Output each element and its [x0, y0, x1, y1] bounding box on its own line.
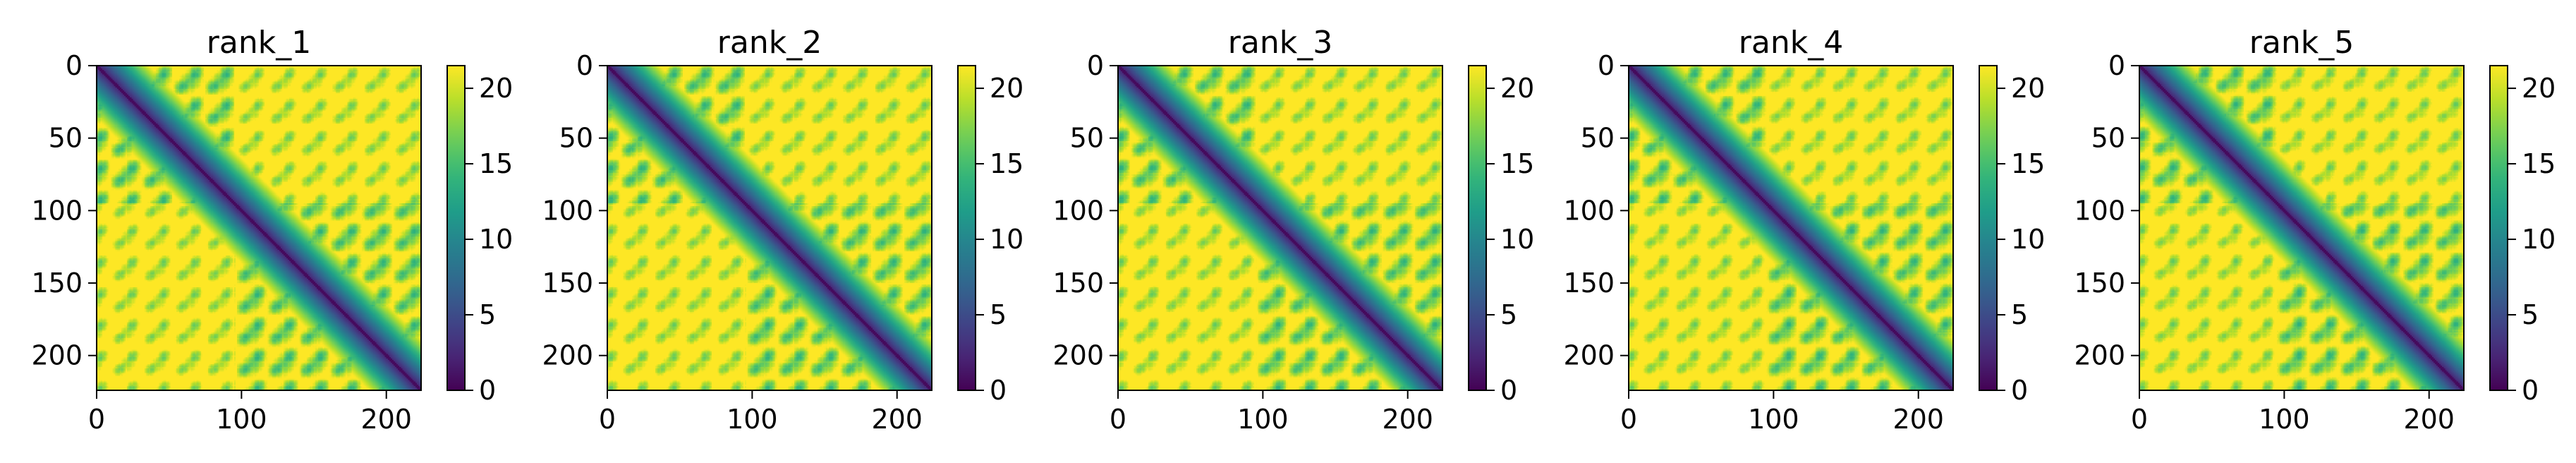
colorbar: [957, 65, 976, 391]
x-tick-label: 0: [88, 404, 105, 435]
colorbar: [1468, 65, 1487, 391]
colorbar-tick-label: 10: [990, 224, 1023, 255]
panel-rank_2: rank_2 0 50 100 150 200 0 100 200 0 5 10 15 20: [542, 25, 1023, 435]
colorbar-tick-label: 5: [2011, 299, 2028, 330]
panel-title: rank_4: [1739, 25, 1843, 61]
y-tick-label: 100: [1563, 195, 1615, 226]
colorbar-tick-label: 20: [990, 73, 1023, 104]
y-tick-label: 100: [542, 195, 593, 226]
colorbar-tick-label: 5: [2522, 299, 2539, 330]
y-tick-label: 200: [2074, 340, 2125, 371]
axes-frame: [2139, 65, 2465, 391]
y-tick-label: 0: [1598, 50, 1615, 81]
colorbar-tick-label: 10: [2011, 224, 2045, 255]
heatmap-image: [97, 66, 421, 390]
colorbar: [1979, 65, 1998, 391]
heatmap-image: [1629, 66, 1953, 390]
colorbar-tick-label: 0: [2522, 375, 2539, 406]
heatmap-image: [1118, 66, 1442, 390]
colorbar: [2489, 65, 2508, 391]
y-tick-label: 200: [1052, 340, 1104, 371]
x-tick-label: 0: [599, 404, 616, 435]
x-tick-label: 200: [1892, 404, 1944, 435]
colorbar-tick-label: 0: [479, 375, 496, 406]
x-tick-label: 0: [1620, 404, 1637, 435]
y-tick-label: 200: [31, 340, 83, 371]
colorbar-tick-label: 15: [1500, 148, 1534, 179]
x-tick-label: 100: [2259, 404, 2310, 435]
panel-rank_4: rank_4 0 50 100 150 200 0 100 200 0 5 10 15 20: [1563, 25, 2045, 435]
x-tick-label: 200: [2403, 404, 2455, 435]
axes-frame: [1117, 65, 1443, 391]
panel-title: rank_5: [2249, 25, 2354, 61]
colorbar-tick-label: 20: [479, 73, 513, 104]
y-tick-label: 0: [66, 50, 83, 81]
panel-title: rank_3: [1228, 25, 1332, 61]
y-tick-label: 100: [2074, 195, 2125, 226]
y-tick-label: 150: [2074, 267, 2125, 299]
y-tick-label: 200: [1563, 340, 1615, 371]
y-tick-label: 100: [1052, 195, 1104, 226]
y-tick-label: 150: [1052, 267, 1104, 299]
panel-title: rank_2: [717, 25, 822, 61]
y-tick-label: 150: [31, 267, 83, 299]
colorbar-tick-label: 15: [2011, 148, 2045, 179]
y-tick-label: 200: [542, 340, 593, 371]
colorbar-tick-label: 20: [2011, 73, 2045, 104]
panel-rank_5: rank_5 0 50 100 150 200 0 100 200 0 5 10 15 20: [2074, 25, 2556, 435]
heatmap-image: [607, 66, 932, 390]
colorbar-tick-label: 10: [2522, 224, 2556, 255]
colorbar-tick-label: 5: [1500, 299, 1517, 330]
colorbar-tick-label: 0: [1500, 375, 1517, 406]
x-tick-label: 100: [1237, 404, 1289, 435]
x-tick-label: 100: [1748, 404, 1799, 435]
y-tick-label: 50: [1070, 123, 1104, 154]
y-tick-label: 50: [1581, 123, 1615, 154]
panel-rank_3: rank_3 0 50 100 150 200 0 100 200 0 5 10 15 20: [1052, 25, 1534, 435]
x-tick-label: 0: [1110, 404, 1126, 435]
colorbar-tick-label: 15: [479, 148, 513, 179]
axes-frame: [96, 65, 422, 391]
y-tick-label: 0: [1087, 50, 1104, 81]
x-tick-label: 0: [2131, 404, 2148, 435]
y-tick-label: 50: [2091, 123, 2125, 154]
y-tick-label: 0: [2108, 50, 2125, 81]
colorbar-tick-label: 20: [2522, 73, 2556, 104]
x-tick-label: 100: [216, 404, 267, 435]
axes-frame: [607, 65, 932, 391]
colorbar: [446, 65, 466, 391]
y-tick-label: 0: [576, 50, 593, 81]
colorbar-tick-label: 10: [1500, 224, 1534, 255]
colorbar-tick-label: 0: [990, 375, 1007, 406]
heatmap-image: [2139, 66, 2464, 390]
x-tick-label: 100: [727, 404, 778, 435]
colorbar-tick-label: 20: [1500, 73, 1534, 104]
axes-frame: [1628, 65, 1954, 391]
x-tick-label: 200: [1382, 404, 1433, 435]
x-tick-label: 200: [871, 404, 923, 435]
y-tick-label: 150: [1563, 267, 1615, 299]
x-tick-label: 200: [360, 404, 412, 435]
y-tick-label: 50: [49, 123, 83, 154]
colorbar-tick-label: 15: [2522, 148, 2556, 179]
colorbar-tick-label: 5: [990, 299, 1007, 330]
colorbar-tick-label: 15: [990, 148, 1023, 179]
panel-title: rank_1: [207, 25, 311, 61]
y-tick-label: 100: [31, 195, 83, 226]
colorbar-tick-label: 5: [479, 299, 496, 330]
colorbar-tick-label: 10: [479, 224, 513, 255]
y-tick-label: 150: [542, 267, 593, 299]
colorbar-tick-label: 0: [2011, 375, 2028, 406]
panel-rank_1: rank_1 0 50 100 150 200 0 100 200 0 5 10 15 20: [31, 25, 513, 435]
y-tick-label: 50: [559, 123, 593, 154]
